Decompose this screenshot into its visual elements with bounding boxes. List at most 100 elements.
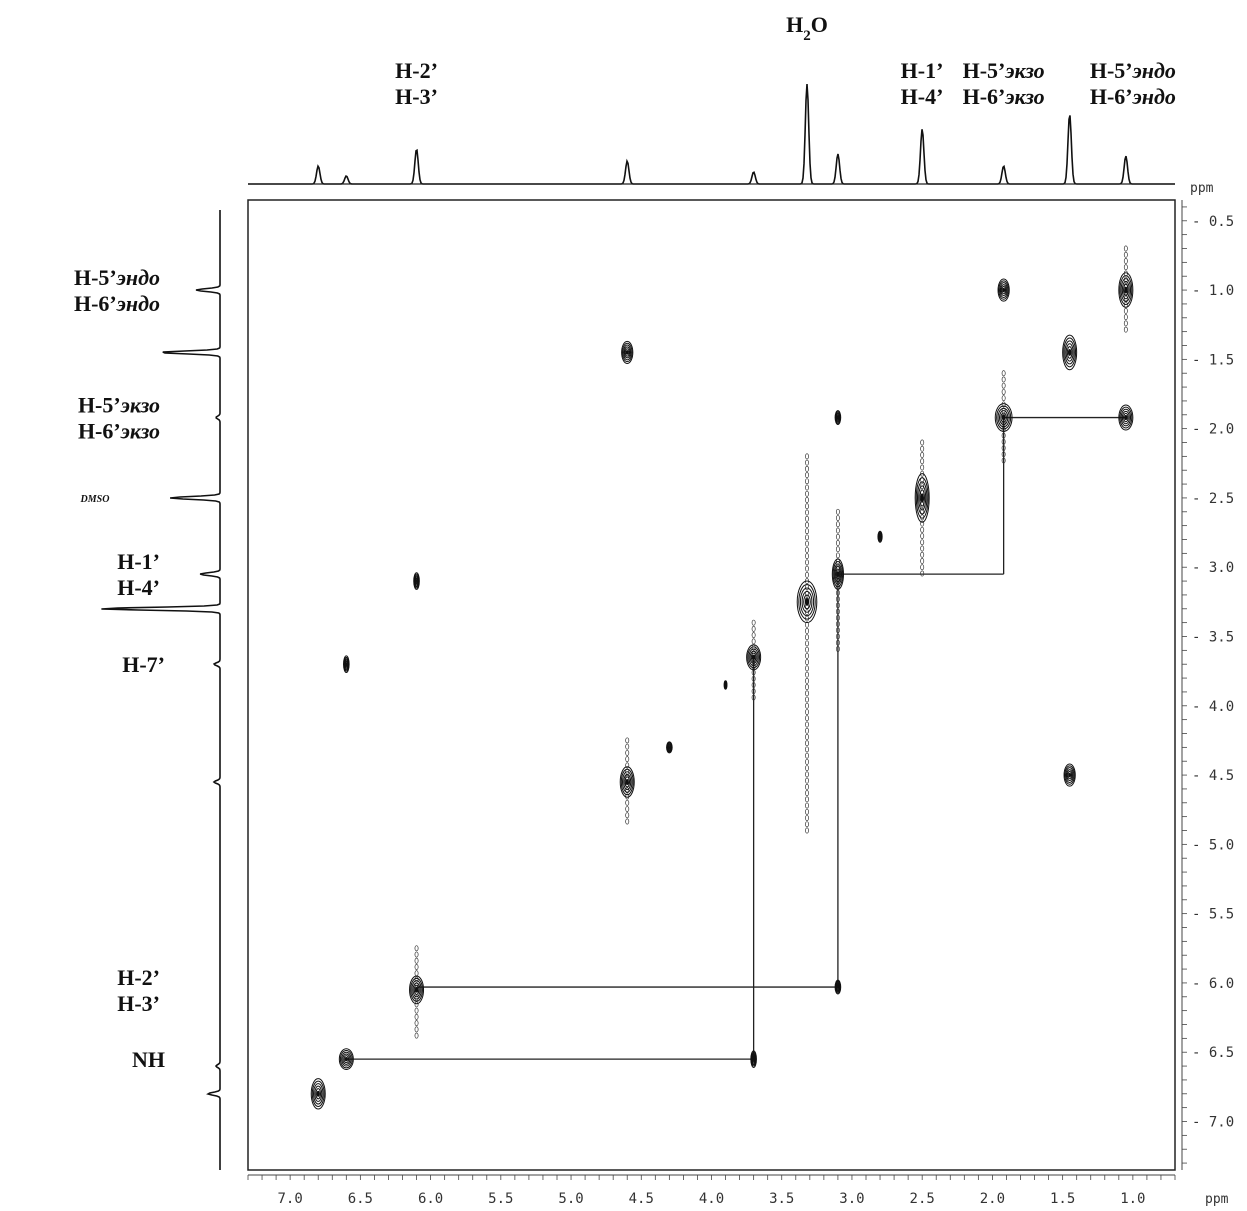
noise-dot: [414, 970, 419, 977]
top-1d-spectrum: [248, 83, 1175, 185]
contour-ring: [1002, 287, 1006, 293]
noise-dot: [920, 520, 925, 527]
noise-dot: [805, 540, 809, 547]
y-tick-label: - 5.5: [1192, 907, 1234, 923]
label-part: экзо: [1004, 84, 1044, 109]
contour-ring: [1121, 280, 1130, 300]
contour-ring: [313, 1083, 324, 1105]
label-part: экзо: [120, 393, 160, 418]
noise-dot: [805, 628, 809, 634]
noise-dot: [805, 715, 809, 722]
noise-dot: [805, 565, 809, 572]
left-1d-spectrum: [101, 210, 221, 1170]
noise-dot: [805, 746, 809, 753]
y-tick-label: - 2.0: [1192, 422, 1234, 438]
noise-dot: [805, 777, 809, 784]
contour-ring: [1123, 283, 1129, 297]
contour-ring: [918, 485, 927, 511]
noise-dot: [805, 721, 809, 728]
noise-dot: [751, 675, 756, 682]
contour-ring: [315, 1088, 322, 1100]
noise-dot: [625, 787, 630, 794]
noise-dot: [625, 749, 630, 756]
y-axis: - 0.5 - 1.0 - 1.5 - 2.0 - 2.5 - 3.0 - 3.5 - 4.0…: [1181, 181, 1234, 1170]
noise-dot: [1123, 314, 1128, 321]
contour-ring: [412, 982, 421, 998]
noise-dot: [805, 472, 809, 479]
cross-peaks: [310, 272, 1134, 1110]
contour-ring: [920, 493, 924, 503]
label-part: H-1’: [117, 549, 160, 574]
label-part: H-7’: [122, 652, 165, 677]
contour-ring: [798, 584, 816, 620]
top-label-line: H2O: [786, 12, 828, 44]
contour-ring: [620, 768, 634, 796]
noise-dot: [835, 508, 840, 515]
left-label-line: H-3’: [117, 991, 160, 1016]
cross-peak: [796, 580, 818, 624]
noise-dot: [1123, 251, 1128, 258]
left-label-line: H-4’: [117, 575, 160, 600]
contour-ring: [746, 644, 762, 671]
noise-dot: [1001, 451, 1006, 458]
cross-peak: [877, 530, 883, 543]
noise-dot: [805, 808, 809, 815]
noise-dot: [805, 503, 809, 510]
noise-dot: [751, 619, 756, 626]
x-tick-label: 5.0: [558, 1191, 583, 1207]
label-part: H-4’: [901, 84, 944, 109]
contour-ring: [994, 403, 1013, 432]
contour-ring: [998, 280, 1009, 300]
x-tick-label: 2.5: [910, 1191, 935, 1207]
left-label-line: H-5’эндо: [74, 265, 160, 290]
cross-peak: [1063, 763, 1076, 787]
contour-ring: [999, 282, 1008, 298]
contour-ring: [314, 1085, 323, 1102]
noise-dot: [805, 821, 809, 828]
cross-peak: [343, 655, 350, 674]
contour-ring: [915, 477, 929, 519]
noise-dot: [625, 743, 630, 750]
contour-ring: [836, 415, 839, 420]
cross-peak: [914, 473, 930, 523]
label-part: DMSO: [80, 494, 110, 505]
contour-ring: [749, 650, 758, 664]
contour-ring: [1000, 412, 1007, 423]
noise-dot: [805, 659, 809, 666]
contour-ring: [1118, 272, 1134, 308]
noise-dot: [805, 758, 809, 765]
top-label-line: H-5’эндо: [1090, 58, 1176, 83]
contour-ring: [1000, 284, 1007, 297]
noise-dot: [920, 551, 925, 558]
noise-dot: [920, 439, 925, 446]
noise-dot: [1001, 382, 1006, 389]
contour-ring: [619, 766, 635, 798]
contour-ring: [1066, 346, 1073, 359]
noise-dot: [414, 976, 419, 983]
contour-ring: [799, 587, 815, 617]
cross-peak: [409, 975, 425, 1005]
x-tick-label: 4.0: [699, 1191, 724, 1207]
cross-peak: [621, 340, 634, 365]
noise-dot: [805, 734, 809, 740]
noise-dot: [414, 1032, 419, 1039]
left-label-line: H-6’эндо: [74, 291, 160, 316]
label-part: H-3’: [117, 991, 160, 1016]
noise-dot: [805, 584, 809, 591]
contour-ring: [1120, 408, 1132, 427]
contour-ring: [1124, 286, 1128, 294]
contour-ring: [1123, 412, 1129, 423]
label-part: H-2’: [117, 965, 160, 990]
noise-dot: [805, 534, 809, 541]
contour-ring: [796, 580, 818, 624]
noise-dot: [805, 478, 809, 485]
y-tick-label: - 7.0: [1192, 1115, 1234, 1131]
contour-ring: [623, 773, 632, 791]
noise-dot: [805, 765, 809, 772]
contour-ring: [996, 405, 1012, 430]
label-part: эндо: [116, 265, 160, 290]
noise-dot: [805, 684, 809, 691]
noise-dot: [625, 818, 630, 825]
noise-dot: [920, 458, 925, 465]
noise-dot: [920, 464, 925, 471]
